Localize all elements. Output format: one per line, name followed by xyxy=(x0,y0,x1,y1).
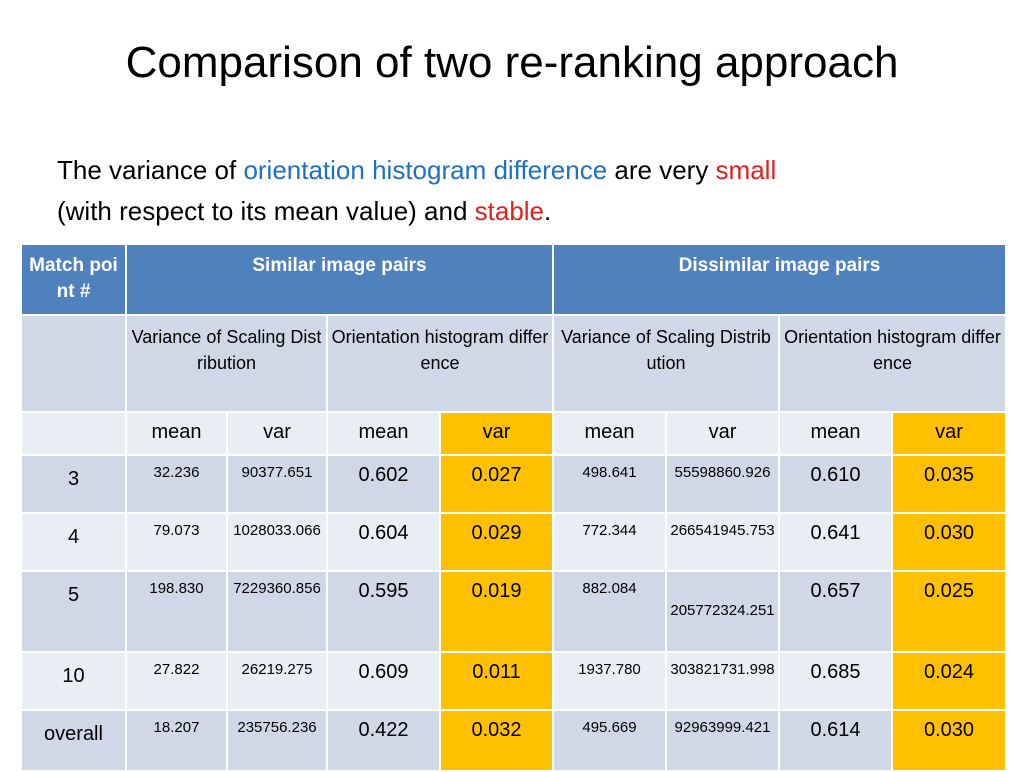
similar-orientation-var: 0.032 xyxy=(439,709,554,772)
similar-scaling-mean: 198.830 xyxy=(125,570,228,653)
dissimilar-orientation-var: 0.024 xyxy=(890,651,1008,711)
dissimilar-orientation-mean: 0.610 xyxy=(778,454,893,514)
subtitle-keyword-small: small xyxy=(715,155,777,185)
dissimilar-orientation-mean: 0.614 xyxy=(778,709,893,772)
dissimilar-orientation-var: 0.035 xyxy=(890,454,1008,514)
slide-subtitle: The variance of orientation histogram di… xyxy=(57,150,987,232)
subheader-orientation-similar: Orientation histogram difference xyxy=(326,314,554,413)
table-row: 4 79.073 1028033.066 0.604 0.029 772.344… xyxy=(20,512,1008,572)
header-match-point: Match point # xyxy=(20,243,127,316)
row-label: 3 xyxy=(20,454,127,514)
similar-orientation-var: 0.019 xyxy=(439,570,554,653)
subtitle-text: (with respect to its mean value) and xyxy=(57,196,475,226)
similar-scaling-var: 7229360.856 xyxy=(226,570,328,653)
table-subheader-row: Variance of Scaling Distribution Orienta… xyxy=(20,314,1008,413)
stat-var: var xyxy=(439,411,554,456)
dissimilar-scaling-var: 55598860.926 xyxy=(665,454,780,514)
dissimilar-orientation-mean: 0.641 xyxy=(778,512,893,572)
subheader-scaling-similar: Variance of Scaling Distribution xyxy=(125,314,328,413)
dissimilar-orientation-var: 0.025 xyxy=(890,570,1008,653)
stat-mean: mean xyxy=(778,411,893,456)
stat-empty xyxy=(20,411,127,456)
subheader-scaling-dissimilar: Variance of Scaling Distribution xyxy=(552,314,780,413)
similar-scaling-var: 90377.651 xyxy=(226,454,328,514)
dissimilar-scaling-var: 92963999.421 xyxy=(665,709,780,772)
stat-mean: mean xyxy=(125,411,228,456)
similar-orientation-mean: 0.595 xyxy=(326,570,441,653)
dissimilar-orientation-mean: 0.685 xyxy=(778,651,893,711)
similar-orientation-var: 0.011 xyxy=(439,651,554,711)
similar-orientation-mean: 0.602 xyxy=(326,454,441,514)
stat-var: var xyxy=(665,411,780,456)
similar-scaling-mean: 27.822 xyxy=(125,651,228,711)
subtitle-keyword-orientation: orientation histogram difference xyxy=(243,155,608,185)
subtitle-keyword-stable: stable xyxy=(474,196,545,226)
comparison-table: Match point # Similar image pairs Dissim… xyxy=(20,243,1008,772)
row-label: 5 xyxy=(20,570,127,653)
header-dissimilar-pairs: Dissimilar image pairs xyxy=(551,243,1008,316)
stat-mean: mean xyxy=(552,411,667,456)
dissimilar-orientation-var: 0.030 xyxy=(890,709,1008,772)
similar-scaling-var: 1028033.066 xyxy=(226,512,328,572)
table-row: 3 32.236 90377.651 0.602 0.027 498.641 5… xyxy=(20,454,1008,514)
similar-scaling-var: 235756.236 xyxy=(226,709,328,772)
subtitle-text: . xyxy=(544,196,552,226)
similar-orientation-var: 0.027 xyxy=(439,454,554,514)
dissimilar-scaling-var: 205772324.251 xyxy=(665,570,780,653)
subtitle-text: The variance of xyxy=(57,155,244,185)
similar-scaling-mean: 18.207 xyxy=(125,709,228,772)
table-row: 10 27.822 26219.275 0.609 0.011 1937.780… xyxy=(20,651,1008,711)
similar-scaling-var: 26219.275 xyxy=(226,651,328,711)
dissimilar-orientation-mean: 0.657 xyxy=(778,570,893,653)
subheader-orientation-dissimilar: Orientation histogram difference xyxy=(777,314,1008,413)
table-row: overall 18.207 235756.236 0.422 0.032 49… xyxy=(20,709,1008,772)
dissimilar-scaling-mean: 498.641 xyxy=(552,454,667,514)
dissimilar-scaling-mean: 1937.780 xyxy=(552,651,667,711)
subheader-empty xyxy=(20,314,127,413)
stat-var: var xyxy=(890,411,1008,456)
similar-orientation-var: 0.029 xyxy=(439,512,554,572)
similar-scaling-mean: 79.073 xyxy=(125,512,228,572)
similar-scaling-mean: 32.236 xyxy=(125,454,228,514)
stat-mean: mean xyxy=(326,411,441,456)
row-label: 10 xyxy=(20,651,127,711)
dissimilar-scaling-mean: 495.669 xyxy=(552,709,667,772)
row-label: 4 xyxy=(20,512,127,572)
table-stat-row: mean var mean var mean var mean var xyxy=(20,411,1008,456)
slide-title: Comparison of two re-ranking approach xyxy=(125,38,899,87)
similar-orientation-mean: 0.422 xyxy=(326,709,441,772)
table-header-row: Match point # Similar image pairs Dissim… xyxy=(20,243,1008,316)
dissimilar-scaling-mean: 882.084 xyxy=(552,570,667,653)
similar-orientation-mean: 0.604 xyxy=(326,512,441,572)
dissimilar-orientation-var: 0.030 xyxy=(890,512,1008,572)
stat-var: var xyxy=(226,411,328,456)
row-label: overall xyxy=(20,709,127,772)
subtitle-text: are very xyxy=(607,155,716,185)
dissimilar-scaling-var: 266541945.753 xyxy=(665,512,780,572)
dissimilar-scaling-var: 303821731.998 xyxy=(665,651,780,711)
similar-orientation-mean: 0.609 xyxy=(326,651,441,711)
dissimilar-scaling-mean: 772.344 xyxy=(552,512,667,572)
header-similar-pairs: Similar image pairs xyxy=(125,243,554,316)
table-row: 5 198.830 7229360.856 0.595 0.019 882.08… xyxy=(20,570,1008,653)
